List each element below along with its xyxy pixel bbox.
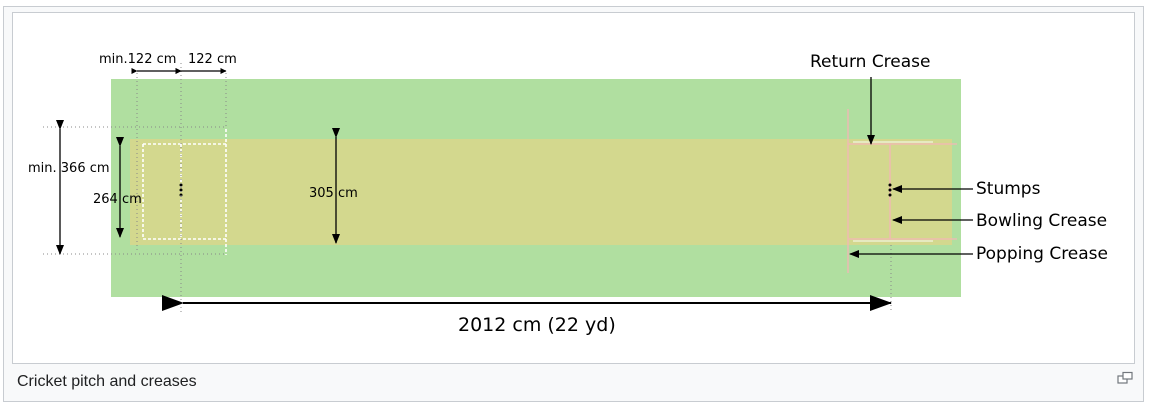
label-305: 305 cm — [309, 186, 358, 201]
figure-frame: min.122 cm 122 cm min. 366 cm 264 cm 305… — [3, 6, 1144, 402]
label-122: 122 cm — [188, 52, 237, 67]
enlarge-icon[interactable] — [1117, 371, 1133, 385]
label-bowling-crease: Bowling Crease — [976, 211, 1107, 231]
dimension-arrows — [56, 68, 973, 311]
label-return-crease: Return Crease — [810, 52, 931, 72]
label-stumps: Stumps — [976, 179, 1041, 199]
figure-caption: Cricket pitch and creases — [17, 373, 197, 390]
cricket-pitch-diagram: min.122 cm 122 cm min. 366 cm 264 cm 305… — [28, 52, 1108, 336]
label-popping-crease: Popping Crease — [976, 244, 1108, 264]
left-stumps — [179, 183, 183, 197]
diagram-container: min.122 cm 122 cm min. 366 cm 264 cm 305… — [12, 12, 1135, 364]
right-stumps — [888, 183, 892, 197]
label-length: 2012 cm (22 yd) — [458, 314, 616, 336]
pitch-strip — [130, 139, 952, 245]
label-min-122: min.122 cm — [99, 52, 176, 67]
label-264: 264 cm — [93, 192, 142, 207]
right-crease-overlay — [853, 141, 933, 242]
label-min-366: min. 366 cm — [28, 161, 110, 176]
